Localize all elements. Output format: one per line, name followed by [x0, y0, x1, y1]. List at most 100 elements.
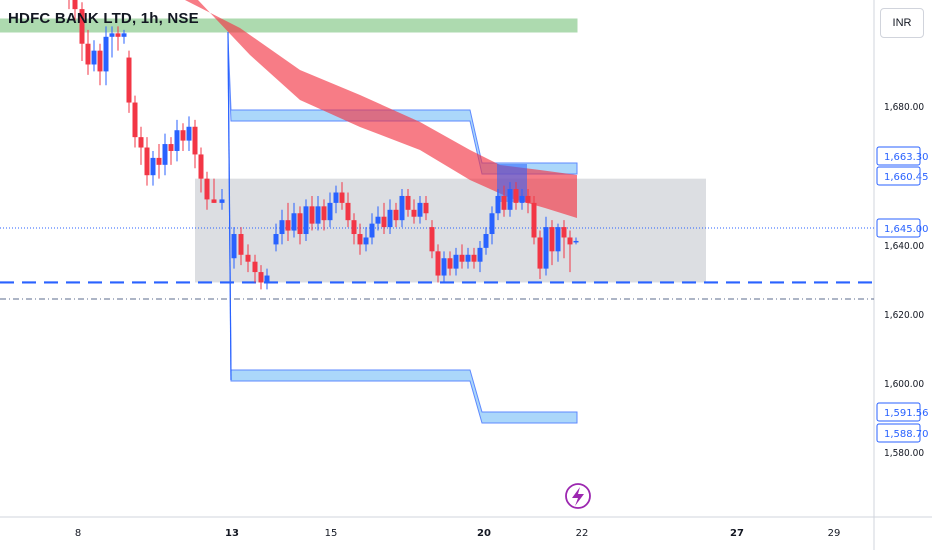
candle-body [132, 102, 138, 138]
price-badge-label: 1,588.70 [884, 429, 929, 440]
candle-body [423, 202, 429, 214]
candle-body [399, 195, 405, 221]
x-tick-label: 20 [477, 528, 491, 539]
candle-body [345, 202, 351, 221]
candle-body [91, 50, 97, 65]
candle-body [471, 254, 477, 262]
y-tick-label: 1,640.00 [884, 241, 924, 252]
candle-body [174, 130, 180, 151]
chart-title: HDFC BANK LTD, 1h, NSE [8, 10, 199, 27]
candle-body [103, 36, 109, 72]
candle-body [561, 227, 567, 238]
candle-body [115, 33, 121, 37]
price-badge-label: 1,663.30 [884, 152, 929, 163]
candle-body [447, 258, 453, 269]
candle-body [150, 157, 156, 176]
candle-body [192, 126, 198, 155]
candle-body [72, 0, 78, 10]
candle-body [519, 195, 525, 203]
candle-body [252, 261, 258, 273]
candle-body [315, 206, 321, 224]
candle-body [85, 43, 91, 65]
candle-body [180, 130, 186, 141]
candle-body [79, 9, 85, 44]
candle-body [245, 254, 251, 262]
candle-body [121, 33, 127, 37]
candle-body [231, 234, 237, 259]
price-badge: 1,591.56 [876, 402, 929, 422]
price-badge-label: 1,645.00 [884, 224, 929, 235]
candle-body [495, 195, 501, 214]
candle-body [333, 192, 339, 203]
channel-connector [227, 31, 232, 381]
candle-body [405, 195, 411, 210]
candle-body [279, 220, 285, 235]
candle-body [453, 254, 459, 269]
candle-body [285, 220, 291, 231]
candle-body [204, 178, 210, 200]
price-badge: 1,660.45 [876, 166, 929, 186]
candle-body [543, 227, 549, 269]
candle-body [375, 216, 381, 224]
candle-body [525, 195, 531, 203]
candle-body [387, 209, 393, 228]
candle-body [435, 251, 441, 276]
currency-badge[interactable]: INR [880, 8, 924, 38]
candle-body [351, 220, 357, 235]
candle-body [501, 195, 507, 210]
candle-body [441, 258, 447, 276]
candle-body [258, 272, 264, 283]
candle-body [537, 237, 543, 269]
candle-body [417, 202, 423, 217]
candle-body [264, 275, 270, 283]
candle-body [162, 144, 168, 165]
y-tick-label: 1,680.00 [884, 102, 924, 113]
x-tick-label: 22 [576, 528, 589, 539]
moving-average-ribbon [185, 0, 577, 218]
candle-body [97, 50, 103, 72]
candle-body [459, 254, 465, 262]
candle-body [144, 147, 150, 176]
candle-body [573, 240, 579, 243]
candle-body [238, 234, 244, 255]
candle-body [211, 199, 217, 203]
candle-body [411, 209, 417, 217]
candle-body [168, 144, 174, 151]
candle-body [109, 33, 115, 37]
candle-body [291, 213, 297, 231]
candle-body [219, 199, 225, 203]
candle-body [555, 227, 561, 252]
candle-body [513, 189, 519, 203]
candle-body [369, 223, 375, 238]
candle-body [327, 202, 333, 221]
price-badge-label: 1,660.45 [884, 172, 929, 183]
candle-body [297, 213, 303, 235]
candle-body [489, 213, 495, 235]
y-tick-label: 1,600.00 [884, 379, 924, 390]
candle-body [483, 234, 489, 248]
price-badge: 1,663.30 [876, 146, 929, 166]
candle-body [138, 137, 144, 148]
candle-body [186, 126, 192, 141]
x-tick-label: 8 [75, 528, 81, 539]
x-tick-label: 13 [225, 528, 239, 539]
candle-body [465, 254, 471, 262]
candle-body [381, 216, 387, 228]
candle-body [429, 227, 435, 252]
candle-body [357, 234, 363, 245]
lightning-icon [565, 483, 591, 509]
x-tick-label: 15 [325, 528, 338, 539]
candle-body [156, 157, 162, 165]
candle-body [363, 237, 369, 245]
candle-body [549, 227, 555, 252]
price-badge: 1,588.70 [876, 423, 929, 443]
x-tick-label: 27 [730, 528, 744, 539]
candle-body [393, 209, 399, 221]
candle-body [126, 57, 132, 103]
candle-body [198, 154, 204, 179]
candle-body [339, 192, 345, 203]
price-badge: 1,645.00 [876, 218, 929, 238]
y-tick-label: 1,620.00 [884, 310, 924, 321]
